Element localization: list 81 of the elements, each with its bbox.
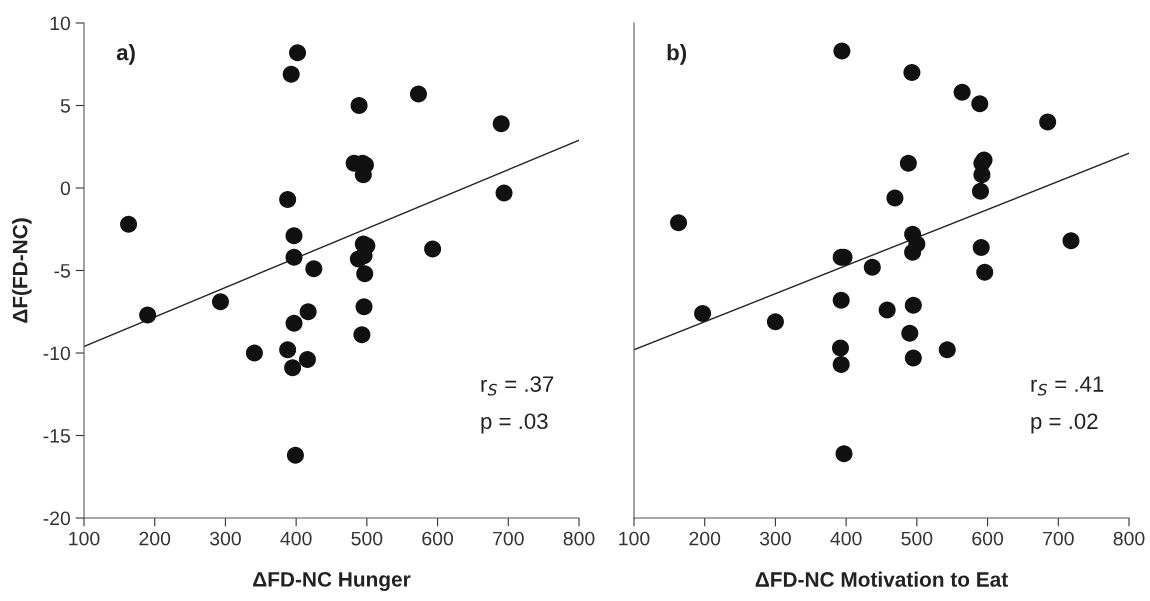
- point: [863, 258, 881, 276]
- x-tick-label: 400: [280, 531, 312, 546]
- annotation: p = .03: [481, 413, 548, 434]
- annotation: a): [116, 44, 135, 65]
- annotation: r$_{S}$ = .37: [481, 376, 554, 396]
- point: [285, 248, 303, 266]
- x-tick-label: 600: [972, 531, 1004, 546]
- y-tick-label: -10: [43, 346, 71, 361]
- point: [492, 115, 510, 133]
- point: [289, 44, 307, 62]
- point: [904, 349, 922, 367]
- point: [832, 356, 850, 374]
- point: [286, 446, 304, 464]
- point: [409, 85, 427, 103]
- point: [305, 260, 323, 278]
- point: [120, 215, 138, 233]
- x-tick-label: 500: [351, 531, 383, 546]
- x-tick-label: 300: [759, 531, 791, 546]
- annotation: p = .02: [1031, 413, 1098, 434]
- y-tick-label: -5: [54, 264, 70, 278]
- point: [971, 182, 990, 200]
- y-tick-label: 10: [50, 16, 71, 31]
- y-tick-label: 5: [60, 99, 70, 113]
- point: [908, 235, 926, 253]
- point: [350, 96, 368, 115]
- x-tick-label: 400: [830, 531, 862, 546]
- x-tick-label: 100: [69, 531, 100, 546]
- point: [886, 189, 904, 207]
- point: [285, 227, 303, 245]
- x-tick-label: 800: [1113, 531, 1145, 546]
- point: [284, 359, 302, 377]
- point: [245, 344, 263, 362]
- y-tick-label: 0: [60, 181, 71, 196]
- point: [766, 313, 784, 331]
- point: [298, 351, 316, 369]
- x-tick-label: 200: [139, 531, 171, 546]
- point: [832, 291, 850, 309]
- point: [355, 298, 373, 316]
- y-axis-title: ΔF(FD-NC): [12, 218, 32, 323]
- x-axis-title: ΔFD-NC Motivation to Eat: [755, 571, 1008, 587]
- annotation: b): [667, 44, 687, 65]
- point: [285, 314, 303, 332]
- x-tick-label: 600: [422, 531, 454, 546]
- y-tick-label: -20: [43, 511, 71, 526]
- point: [831, 339, 849, 357]
- point: [903, 63, 921, 82]
- point: [835, 445, 853, 463]
- point: [495, 184, 513, 202]
- point: [904, 296, 922, 314]
- point: [833, 42, 851, 60]
- point: [1062, 232, 1080, 250]
- x-tick-label: 700: [493, 531, 524, 546]
- x-tick-label: 700: [1043, 531, 1074, 546]
- x-tick-label: 500: [901, 531, 933, 546]
- point: [953, 83, 971, 101]
- point: [353, 326, 371, 344]
- x-tick-label: 200: [689, 531, 721, 546]
- point: [279, 341, 297, 359]
- x-tick-label: 300: [209, 531, 241, 546]
- point: [670, 214, 688, 232]
- point: [899, 154, 917, 172]
- point: [694, 304, 712, 322]
- point: [976, 263, 994, 281]
- point: [356, 265, 374, 283]
- point: [972, 238, 990, 256]
- point: [938, 341, 956, 359]
- point: [901, 324, 919, 342]
- x-tick-label: 100: [619, 531, 650, 546]
- point: [279, 191, 297, 209]
- point: [211, 293, 229, 311]
- y-tick-label: -15: [43, 429, 70, 443]
- point: [971, 95, 989, 113]
- point: [139, 306, 157, 324]
- point: [1039, 113, 1057, 131]
- point: [424, 240, 442, 258]
- point: [299, 303, 317, 321]
- point: [878, 301, 896, 319]
- point: [282, 65, 300, 83]
- annotation: r$_{S}$ = .41: [1031, 376, 1104, 396]
- x-tick-label: 800: [563, 531, 595, 546]
- x-axis-title: ΔFD-NC Hunger: [253, 572, 411, 591]
